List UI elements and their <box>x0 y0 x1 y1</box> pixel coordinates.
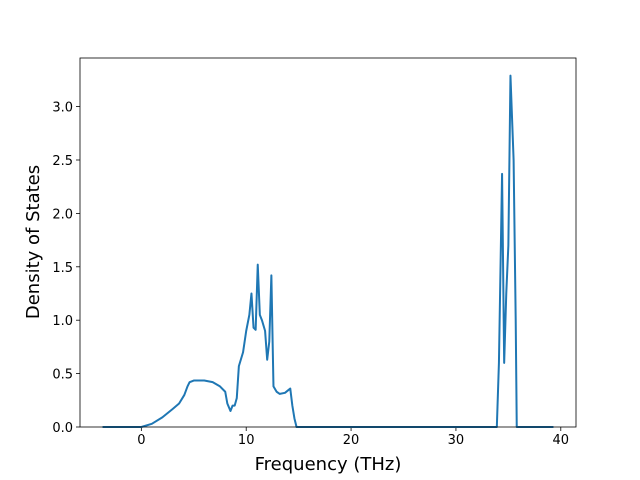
x-tick-label: 10 <box>238 433 255 448</box>
y-tick-label: 1.0 <box>52 314 73 329</box>
y-tick-label: 2.0 <box>52 207 73 222</box>
y-tick-label: 3.0 <box>52 101 73 116</box>
x-tick-label: 30 <box>448 433 465 448</box>
x-tick-label: 20 <box>343 433 360 448</box>
y-axis-label: Density of States <box>23 165 44 319</box>
data-line <box>102 74 554 428</box>
x-tick-label: 0 <box>137 433 145 448</box>
y-tick-label: 1.5 <box>52 261 73 276</box>
y-tick-label: 0.0 <box>52 421 73 436</box>
y-tick-label: 0.5 <box>52 368 73 383</box>
plot-frame <box>79 57 577 428</box>
y-tick-label: 2.5 <box>52 154 73 169</box>
x-tick-label: 40 <box>553 433 570 448</box>
x-axis-label: Frequency (THz) <box>255 454 402 475</box>
